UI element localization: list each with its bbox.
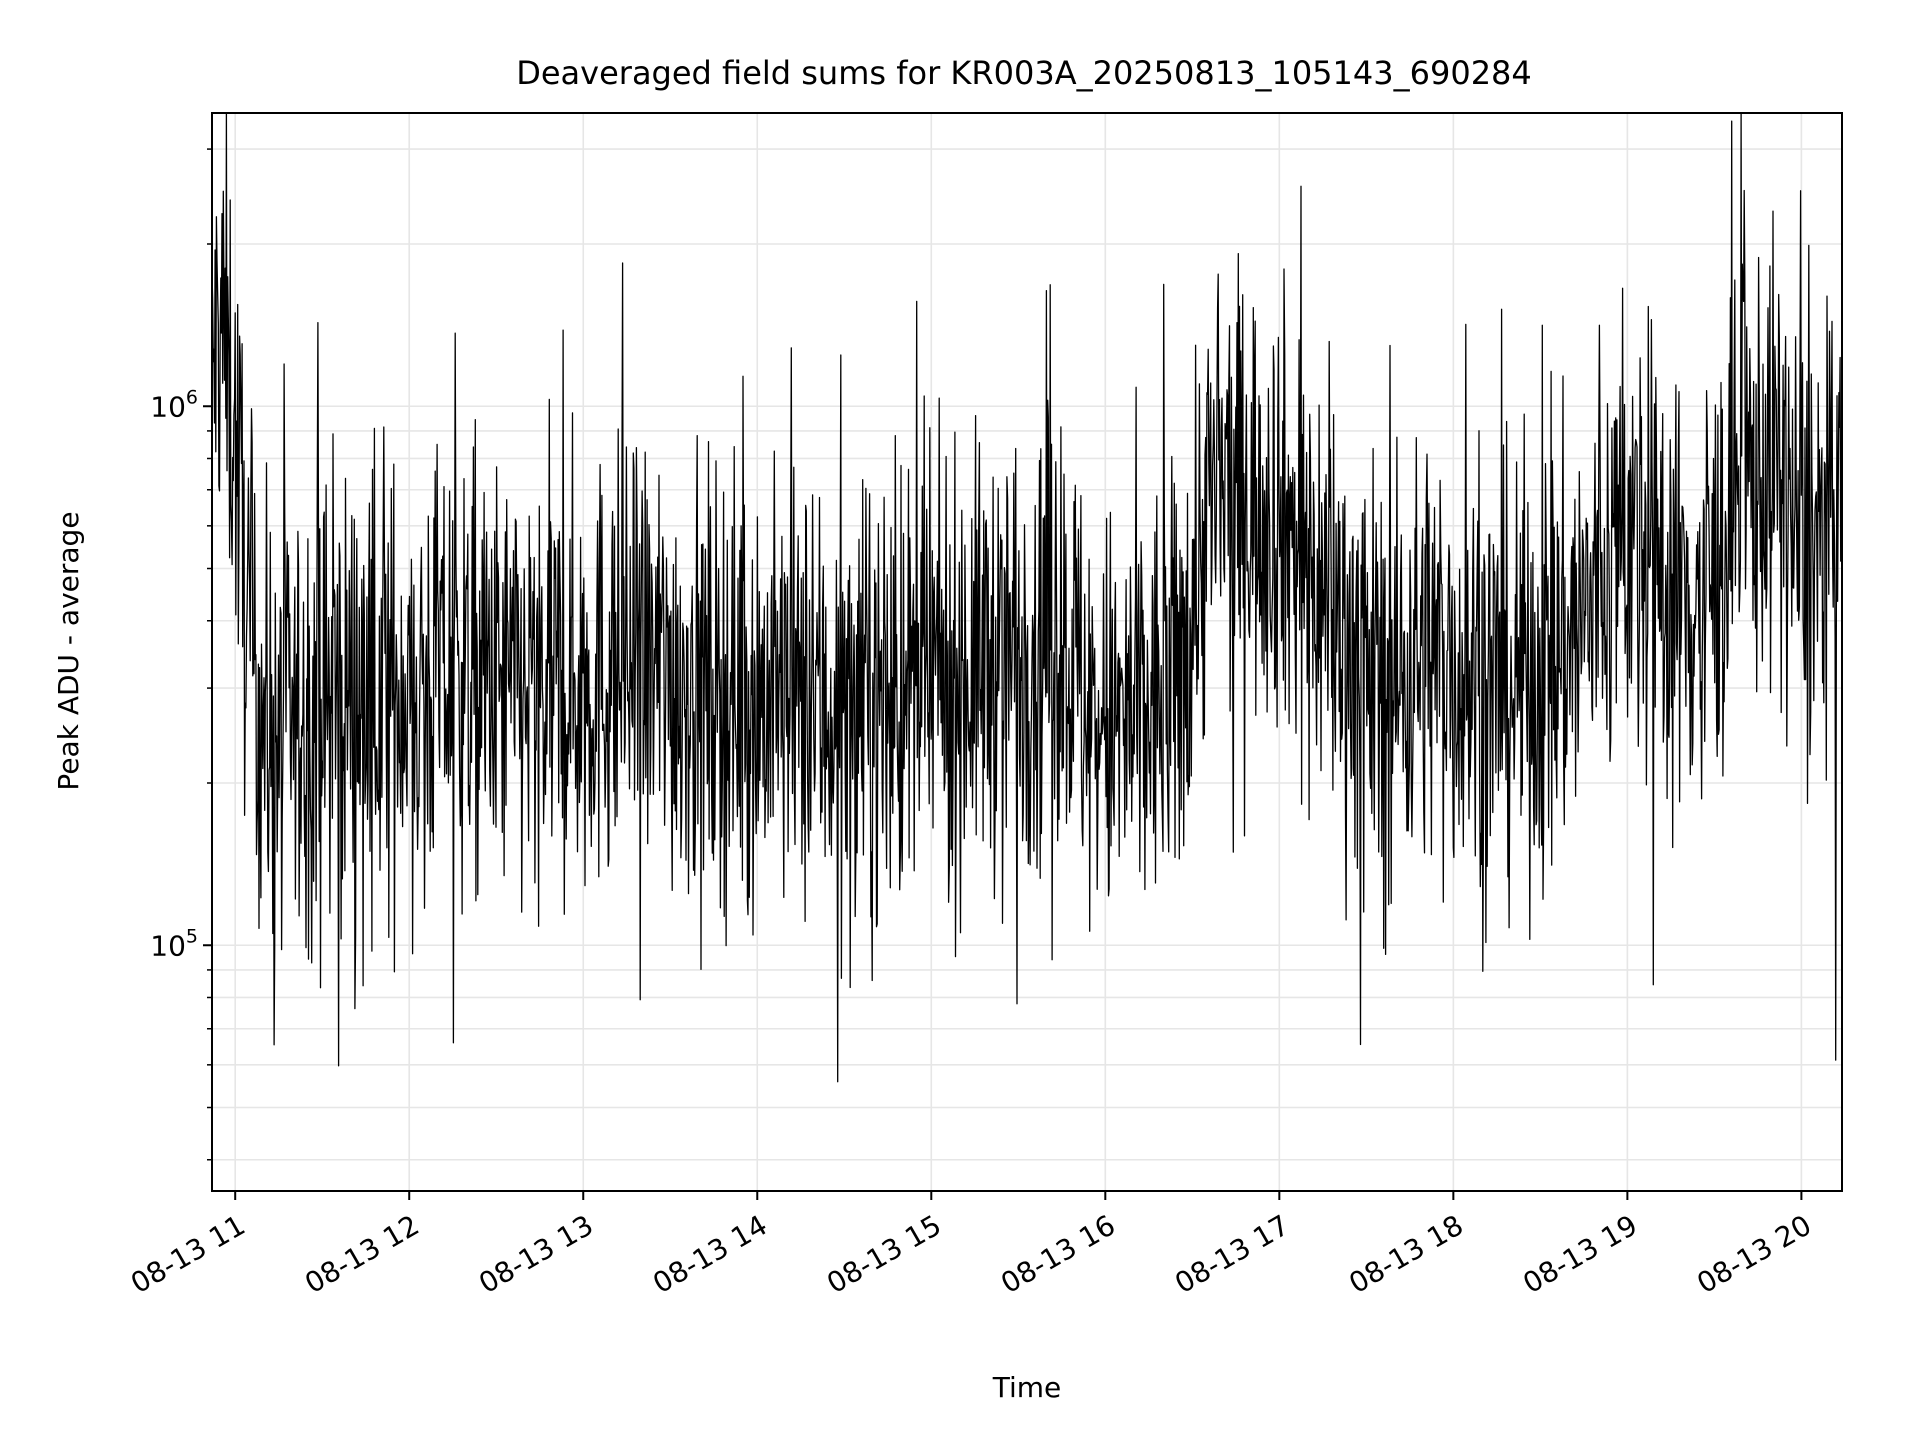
x-axis-label: Time [992, 1371, 1062, 1404]
x-tick-label: 08-13 16 [995, 1208, 1121, 1300]
y-axis-label: Peak ADU - average [52, 511, 85, 790]
x-tick-label: 08-13 13 [473, 1208, 599, 1300]
x-tick-label: 08-13 11 [125, 1208, 251, 1300]
x-tick-label: 08-13 12 [299, 1208, 425, 1300]
x-tick-label: 08-13 19 [1517, 1208, 1643, 1300]
y-tick-label: 105 [150, 925, 198, 962]
plot-frame [211, 112, 1843, 1192]
y-tick-label: 106 [150, 386, 198, 423]
y-axis-ticks: 105 106 [150, 148, 212, 1161]
x-tick-label: 08-13 15 [821, 1208, 947, 1300]
series-line [212, 113, 1842, 1083]
chart-title: Deaveraged field sums for KR003A_2025081… [516, 54, 1532, 92]
x-tick-label: 08-13 17 [1169, 1208, 1295, 1300]
x-tick-label: 08-13 20 [1691, 1208, 1817, 1300]
x-tick-label: 08-13 18 [1343, 1208, 1469, 1300]
x-tick-label: 08-13 14 [647, 1208, 773, 1300]
x-axis-ticks: 08-13 11 08-13 12 08-13 13 08-13 14 08-13 15… [125, 1191, 1817, 1300]
